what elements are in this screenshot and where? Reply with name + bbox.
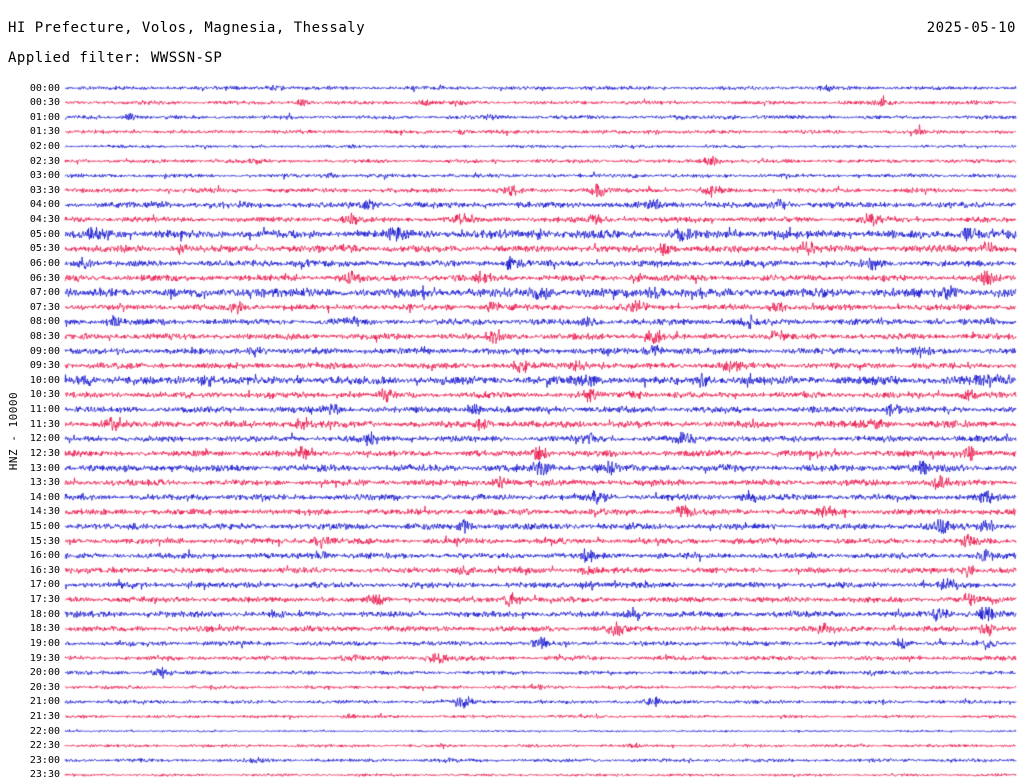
time-label: 14:00	[29, 491, 60, 503]
time-label: 20:30	[29, 681, 60, 693]
time-label: 20:00	[29, 667, 60, 679]
time-label: 03:00	[29, 170, 60, 182]
time-label: 11:00	[29, 404, 60, 416]
time-label: 06:30	[29, 272, 60, 284]
time-label: 13:00	[29, 462, 60, 474]
time-label: 00:00	[29, 82, 60, 94]
time-label: 09:00	[29, 345, 60, 357]
time-label: 10:00	[29, 374, 60, 386]
time-label: 15:00	[29, 521, 60, 532]
time-label: 05:30	[29, 243, 60, 255]
time-label: 06:00	[29, 257, 60, 269]
time-label: 08:00	[29, 316, 60, 328]
time-label: 05:00	[29, 228, 60, 240]
time-label: 17:00	[29, 579, 60, 591]
time-label: 16:30	[29, 564, 60, 576]
time-label: 01:00	[29, 111, 60, 123]
time-label-column: 00:00 00:30 01:00 01:30 02:00 02:30 03:00 03:30…	[0, 0, 64, 780]
time-label: 22:00	[29, 725, 60, 737]
time-label: 21:30	[29, 711, 60, 723]
time-label: 12:30	[29, 447, 60, 459]
time-label: 12:00	[29, 433, 60, 445]
time-label: 02:00	[29, 140, 60, 152]
time-label: 18:30	[29, 623, 60, 635]
time-label: 09:30	[29, 360, 60, 372]
time-label: 04:30	[29, 214, 60, 226]
time-label: 18:00	[29, 608, 60, 620]
time-label: 19:30	[29, 652, 60, 664]
time-label: 02:30	[29, 155, 60, 167]
time-label: 22:30	[29, 740, 60, 752]
time-label: 13:30	[29, 477, 60, 489]
time-label: 23:30	[29, 769, 60, 780]
time-label: 15:30	[29, 535, 60, 547]
time-label: 16:00	[29, 550, 60, 562]
time-label: 07:00	[29, 287, 60, 299]
time-label: 03:30	[29, 184, 60, 196]
time-label: 01:30	[29, 126, 60, 138]
time-label: 17:30	[29, 594, 60, 606]
time-label: 14:30	[29, 506, 60, 518]
time-label: 19:00	[29, 637, 60, 649]
time-label: 21:00	[29, 696, 60, 708]
time-label: 11:30	[29, 418, 60, 430]
time-label: 10:30	[29, 389, 60, 401]
time-label: 00:30	[29, 97, 60, 109]
time-label: 08:30	[29, 330, 60, 342]
time-label: 07:30	[29, 301, 60, 313]
time-label: 23:00	[29, 754, 60, 766]
time-label: 04:00	[29, 199, 60, 211]
